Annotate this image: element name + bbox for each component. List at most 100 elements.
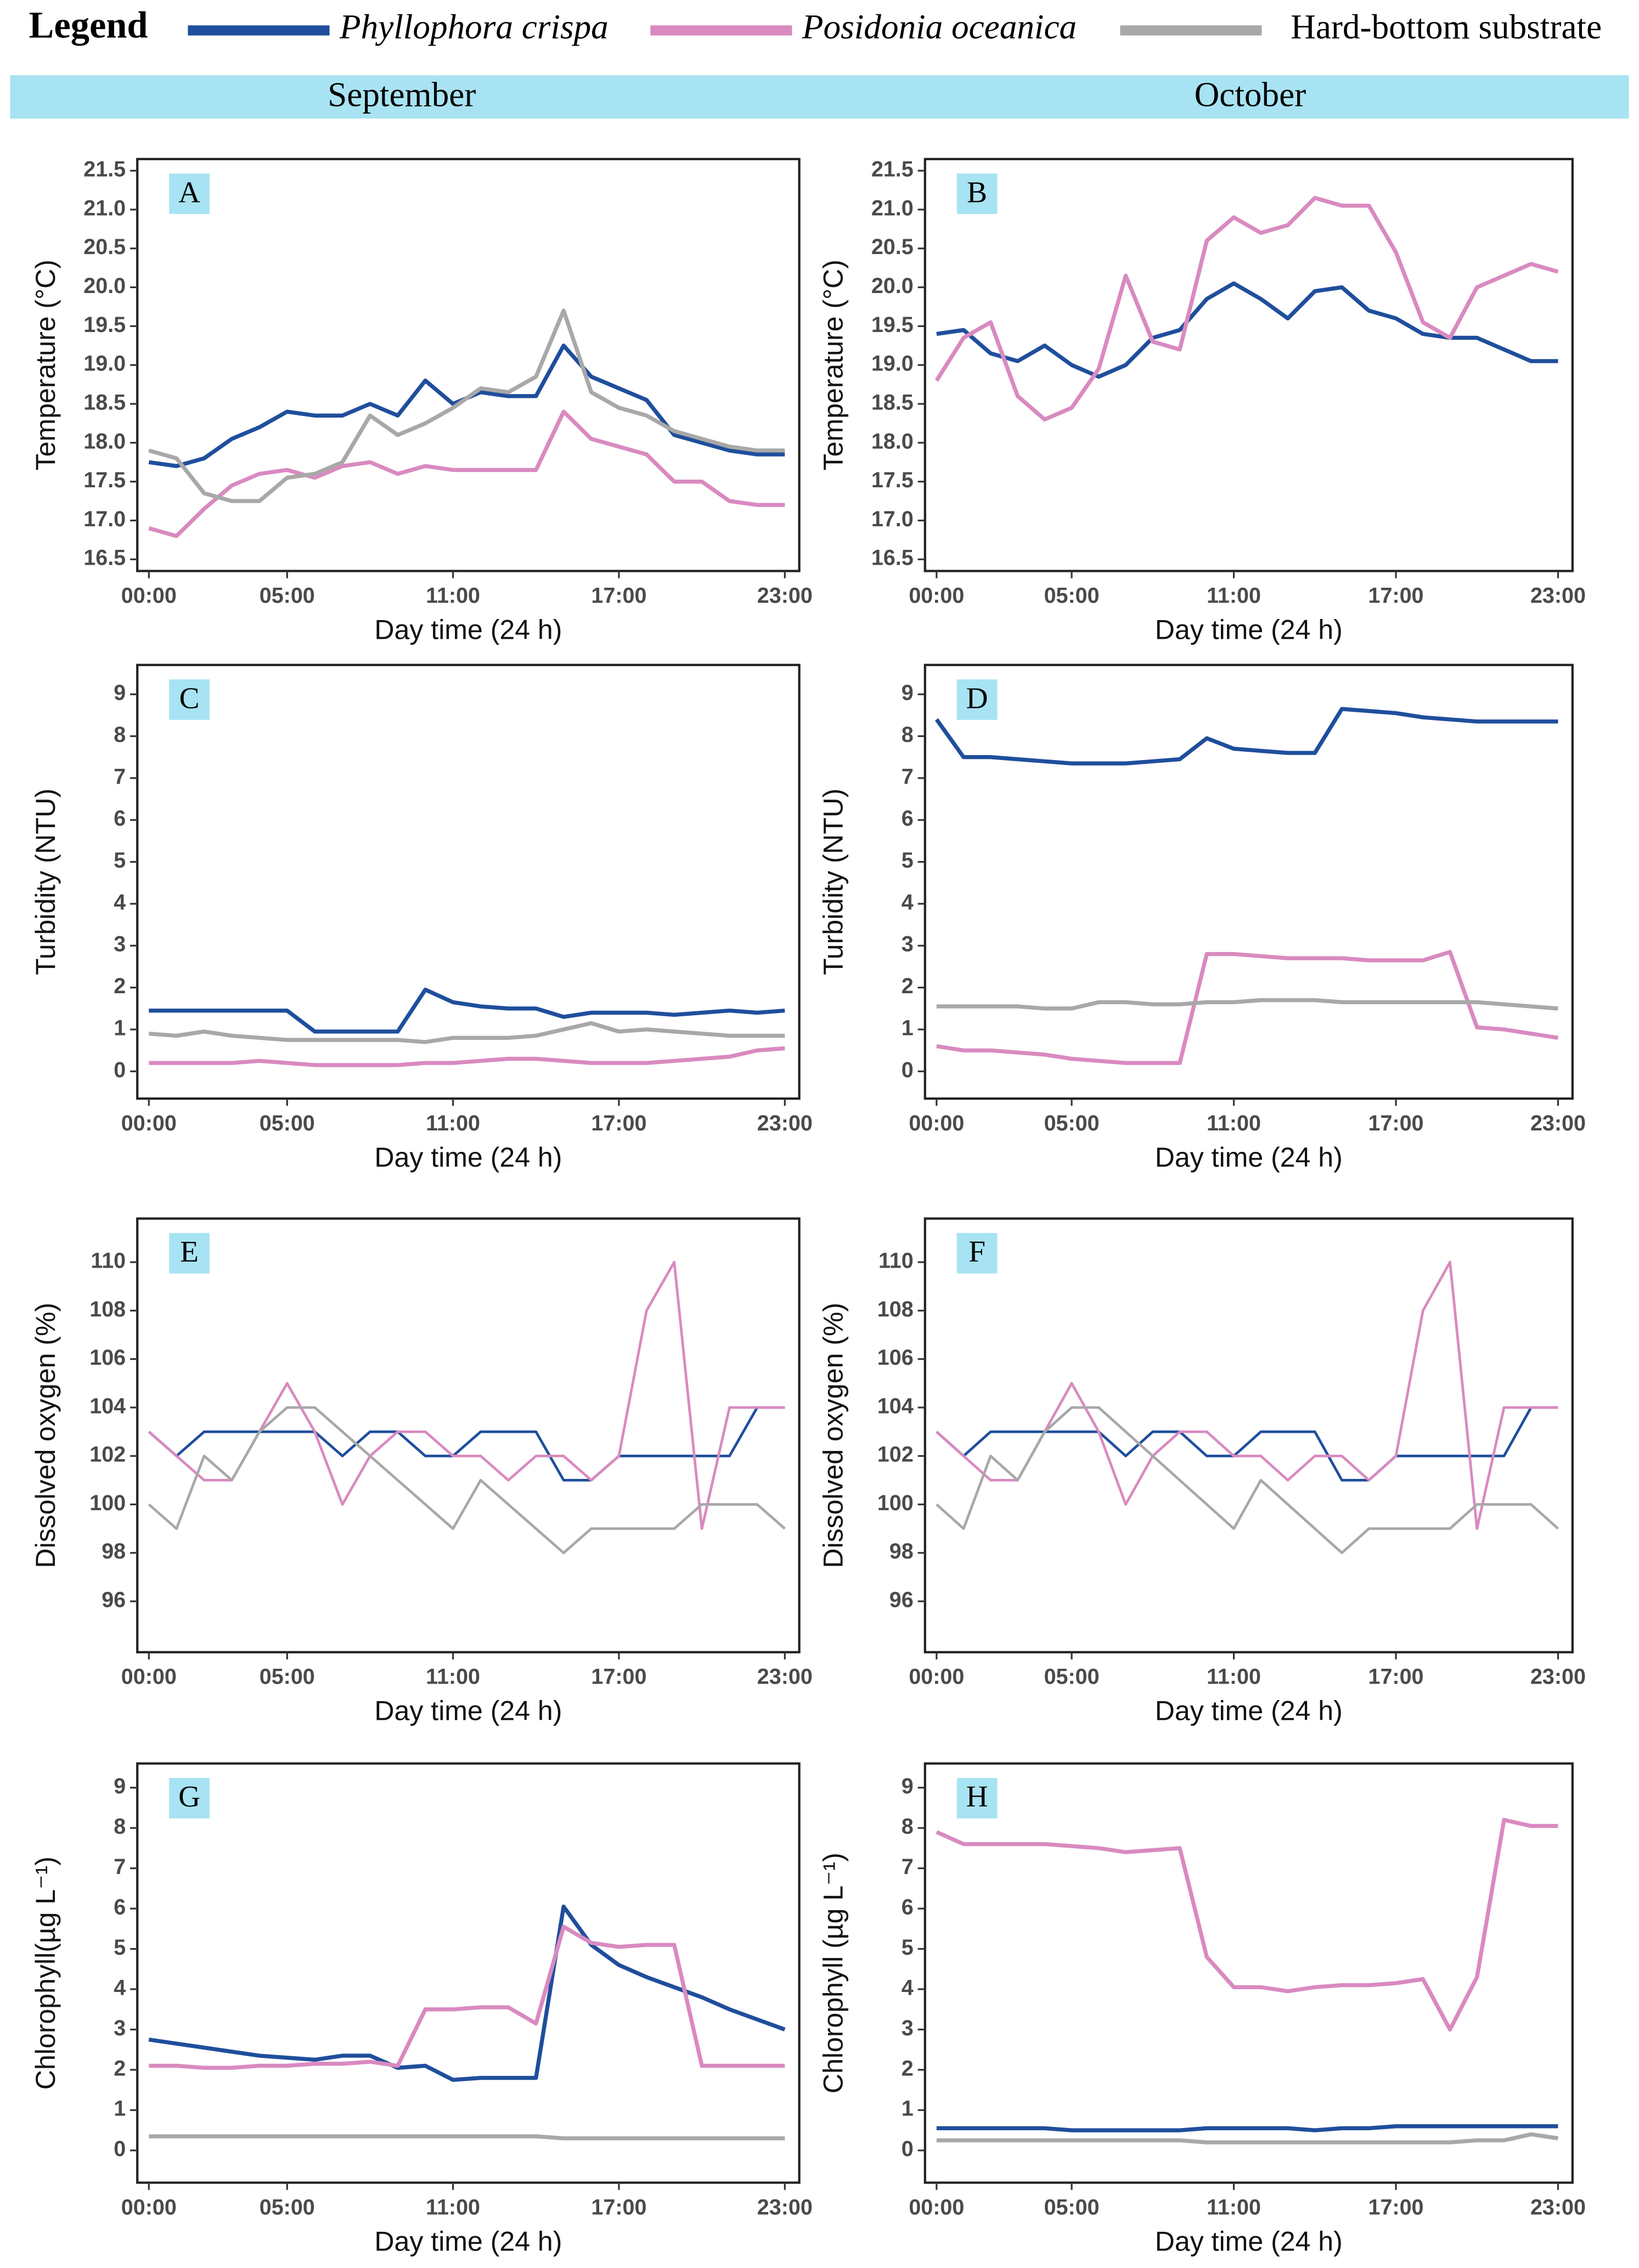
panel-letter: D — [966, 681, 988, 714]
y-axis-label: Dissolved oxygen (%) — [30, 1303, 61, 1568]
plot-frame — [923, 663, 1574, 1100]
y-tick-label: 18.5 — [83, 390, 126, 414]
y-tick-label: 21.5 — [83, 157, 126, 182]
y-tick-label: 5 — [902, 1935, 914, 1960]
x-tick-label: 17:00 — [1368, 2195, 1424, 2219]
y-axis-label: Turbidity (NTU) — [30, 789, 61, 975]
series-line — [149, 987, 785, 1034]
series-line — [149, 1046, 785, 1067]
x-tick-label: 23:00 — [1530, 2195, 1586, 2219]
y-tick-label: 8 — [114, 1815, 126, 1839]
x-tick-label: 17:00 — [591, 1111, 646, 1135]
panel: 16.5 17.0 17.5 18.0 18.5 19.0 19.5 20.0 20.5 21.0… — [30, 157, 813, 645]
y-tick-label: 17.0 — [871, 507, 914, 531]
y-tick-label: 3 — [902, 2016, 914, 2040]
panel-badge — [169, 173, 210, 214]
y-tick-label: 3 — [114, 2016, 126, 2040]
series-line — [149, 1021, 785, 1044]
series-line — [148, 1406, 785, 1482]
y-tick-label: 9 — [902, 1774, 914, 1798]
x-tick-label: 00:00 — [909, 1111, 964, 1135]
y-tick-label: 3 — [902, 932, 914, 956]
x-tick-label: 00:00 — [909, 1665, 964, 1689]
y-tick-label: 106 — [877, 1346, 914, 1370]
y-tick-label: 100 — [89, 1491, 126, 1515]
y-tick-label: 102 — [877, 1443, 914, 1467]
x-tick-label: 00:00 — [121, 1665, 177, 1689]
y-tick-label: 20.0 — [83, 274, 126, 298]
y-tick-label: 20.5 — [871, 235, 914, 259]
series-line — [936, 998, 1558, 1011]
x-tick-label: 17:00 — [591, 583, 646, 607]
y-tick-label: 5 — [902, 848, 914, 873]
x-axis-label: Day time (24 h) — [1155, 2226, 1343, 2256]
y-tick-label: 7 — [902, 1855, 914, 1879]
x-tick-label: 00:00 — [909, 2195, 964, 2219]
x-tick-label: 05:00 — [1044, 2195, 1100, 2219]
panel-badge — [169, 679, 210, 720]
y-tick-label: 7 — [902, 764, 914, 789]
x-tick-label: 05:00 — [260, 1665, 315, 1689]
y-tick-label: 108 — [877, 1297, 914, 1321]
column-header: September — [328, 76, 476, 114]
x-tick-label: 05:00 — [1044, 583, 1100, 607]
y-tick-label: 1 — [114, 1016, 126, 1040]
x-tick-label: 05:00 — [1044, 1111, 1100, 1135]
y-tick-label: 0 — [114, 1058, 126, 1082]
y-tick-label: 5 — [114, 848, 126, 873]
legend-label: Hard-bottom substrate — [1291, 8, 1602, 46]
panel: 0 1 2 3 4 5 6 7 8 9 00:00 05:00 11:00 17:00 23:00 Day t… — [818, 663, 1586, 1173]
y-tick-label: 4 — [114, 1976, 126, 2000]
panel-letter: G — [178, 1780, 200, 1813]
y-tick-label: 18.5 — [871, 390, 914, 414]
series-line — [936, 950, 1559, 1065]
y-tick-label: 110 — [878, 1248, 914, 1273]
series-line — [149, 2134, 785, 2141]
y-tick-label: 20.0 — [871, 274, 914, 298]
legend-label: Posidonia oceanica — [802, 8, 1077, 46]
y-tick-label: 0 — [114, 2137, 126, 2161]
series-line — [936, 1406, 1559, 1555]
panel-letter: F — [968, 1235, 985, 1268]
y-tick-label: 7 — [114, 1855, 126, 1879]
legend-title: Legend — [29, 4, 148, 46]
plot-frame — [136, 1217, 801, 1653]
series-line — [148, 1904, 786, 2082]
y-tick-label: 106 — [89, 1346, 126, 1370]
y-tick-label: 6 — [902, 1895, 914, 1919]
y-axis-label: Temperature (°C) — [818, 260, 849, 470]
y-tick-label: 17.5 — [871, 468, 914, 492]
y-tick-label: 19.0 — [83, 352, 126, 376]
x-tick-label: 11:00 — [426, 1111, 480, 1135]
y-tick-label: 5 — [114, 1935, 126, 1960]
y-tick-label: 19.5 — [83, 313, 126, 337]
x-tick-label: 17:00 — [1368, 583, 1424, 607]
y-tick-label: 2 — [902, 2056, 914, 2080]
y-tick-label: 3 — [114, 932, 126, 956]
y-tick-label: 9 — [114, 681, 126, 705]
x-tick-label: 17:00 — [591, 2195, 646, 2219]
plot-frame — [923, 1762, 1574, 2184]
column-header: October — [1195, 76, 1306, 114]
series-line — [934, 195, 1559, 422]
series-line — [936, 1406, 1558, 1482]
y-tick-label: 2 — [902, 974, 914, 998]
panel-badge — [956, 173, 998, 214]
y-tick-label: 98 — [102, 1539, 126, 1563]
panel-badge — [169, 1233, 210, 1274]
y-tick-label: 102 — [89, 1443, 126, 1467]
y-tick-label: 18.0 — [871, 429, 914, 453]
y-tick-label: 16.5 — [83, 546, 126, 570]
x-tick-label: 23:00 — [1530, 583, 1586, 607]
panel: 96 98 100 102 104 106 108 110 00:00 05:00 11:00 17:… — [818, 1217, 1586, 1726]
y-tick-label: 18.0 — [83, 429, 126, 453]
y-tick-label: 110 — [91, 1248, 126, 1273]
y-tick-label: 20.5 — [83, 235, 126, 259]
x-tick-label: 17:00 — [591, 1665, 646, 1689]
panel: 0 1 2 3 4 5 6 7 8 9 00:00 05:00 11:00 17:00 23:00 Day t… — [818, 1762, 1586, 2256]
x-tick-label: 23:00 — [757, 1665, 813, 1689]
y-tick-label: 98 — [889, 1539, 914, 1563]
series-line — [149, 1924, 785, 2070]
